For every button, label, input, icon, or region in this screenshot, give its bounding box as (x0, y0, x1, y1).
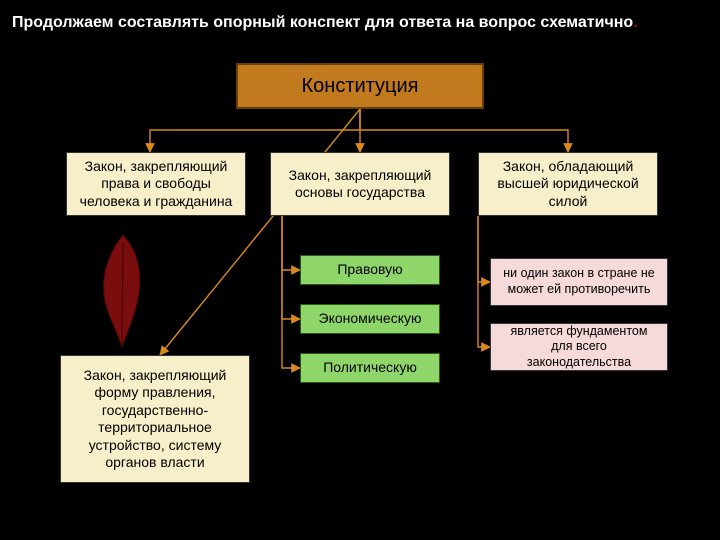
header-text: Продолжаем составлять опорный конспект д… (12, 14, 633, 31)
law2-label: Закон, закрепляющий основы государства (279, 167, 441, 202)
edge-root-law3 (360, 109, 568, 152)
edge-law2-g2 (282, 216, 300, 319)
edge-law3-p1 (478, 216, 490, 282)
p1-box: ни один закон в стране не может ей проти… (490, 258, 668, 306)
p2-box: является фундаментом для всего законодат… (490, 323, 668, 371)
g2-label: Экономическую (319, 310, 422, 328)
g2-box: Экономическую (300, 304, 440, 334)
law3-label: Закон, обладающий высшей юридической сил… (487, 158, 649, 211)
law4-label: Закон, закрепляющий форму правления, гос… (69, 367, 241, 472)
slide-canvas: Продолжаем составлять опорный конспект д… (0, 0, 720, 540)
edge-law2-g3 (282, 216, 300, 368)
law2-box: Закон, закрепляющий основы государства (270, 152, 450, 216)
edge-root-law1 (150, 109, 360, 152)
root-box: Конституция (236, 63, 484, 109)
g3-box: Политическую (300, 353, 440, 383)
g1-label: Правовую (337, 261, 402, 279)
edge-law3-p2 (478, 216, 490, 347)
law3-box: Закон, обладающий высшей юридической сил… (478, 152, 658, 216)
p2-label: является фундаментом для всего законодат… (499, 324, 659, 371)
law1-box: Закон, закрепляющий права и свободы чело… (66, 152, 246, 216)
law1-label: Закон, закрепляющий права и свободы чело… (75, 158, 237, 211)
slide-header: Продолжаем составлять опорный конспект д… (12, 14, 708, 32)
g3-label: Политическую (323, 359, 417, 377)
g1-box: Правовую (300, 255, 440, 285)
law4-box: Закон, закрепляющий форму правления, гос… (60, 355, 250, 483)
p1-label: ни один закон в стране не может ей проти… (499, 266, 659, 297)
edge-law2-g1 (282, 216, 300, 270)
root-label: Конституция (302, 74, 419, 99)
feather-icon (98, 235, 148, 350)
header-dot: . (633, 14, 637, 31)
